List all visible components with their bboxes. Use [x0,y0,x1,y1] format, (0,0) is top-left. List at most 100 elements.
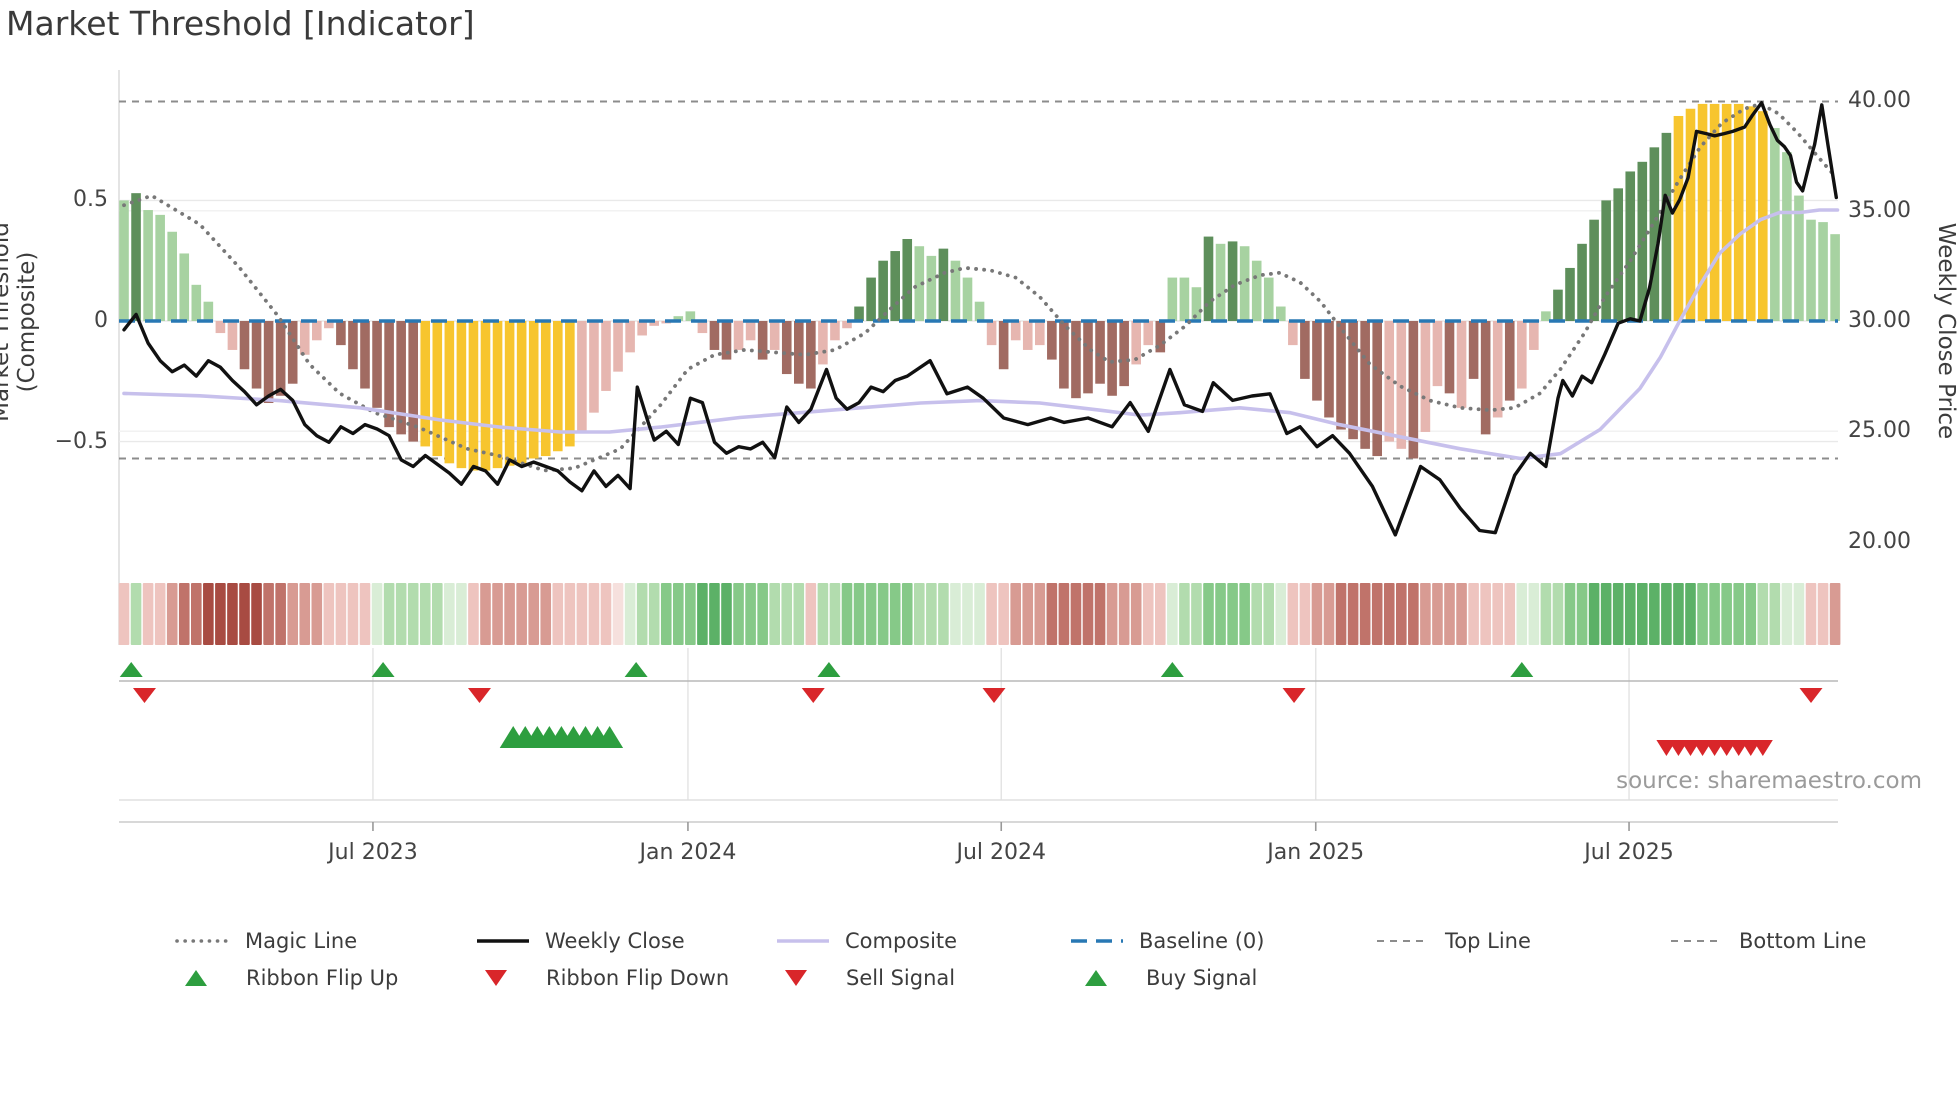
sell-signal-marker [1752,740,1773,756]
composite-line [122,208,1840,461]
composite-bar [1107,321,1117,396]
composite-bar [1565,267,1575,321]
ribbon-flip-down-marker [801,688,825,703]
ribbon-cell [432,583,443,645]
composite-bar [842,321,852,329]
ribbon-cell [371,583,383,645]
ribbon-cell [1733,583,1744,645]
right-axis-tick: 25.00 [1848,418,1911,444]
ribbon-flip-down-marker [1282,688,1306,703]
composite-bar [1444,321,1455,394]
ribbon-cell [1516,583,1528,645]
ribbon-cell [263,583,274,645]
ribbon-cell [323,583,335,645]
composite-bar [950,260,961,321]
composite-bar [191,284,202,321]
composite-bar [709,321,720,350]
buy-signal-marker [596,726,624,748]
ribbon-cell [781,583,793,645]
composite-bar [1577,243,1587,321]
ribbon-cell [648,583,660,645]
magic-line-sample-icon [175,926,231,956]
ribbon-cell [914,583,925,645]
composite-bar [1517,321,1527,389]
ribbon-cell [1383,583,1395,645]
ribbon-cell [1251,583,1262,645]
ribbon-cell [335,583,347,645]
ribbon-cell [1552,583,1564,645]
composite-bar [866,277,876,321]
ribbon-cell [227,583,238,645]
ribbon-cell [1179,583,1190,645]
composite-bar [119,200,129,321]
composite-bar [540,321,551,457]
composite-bar [1167,277,1178,321]
composite-bar [1432,321,1443,387]
composite-bar [480,321,491,471]
ribbon-cell [709,583,720,645]
right-axis-tick: 35.00 [1848,197,1911,223]
composite-bar [1420,321,1431,432]
ribbon-cell [938,583,949,645]
legend-item-sell-signal: Sell Signal [785,963,955,993]
composite-bar [697,321,708,334]
ribbon-cell [130,583,142,645]
ribbon-cell [1167,583,1178,645]
composite-bar [1613,188,1623,321]
ribbon-cell [853,583,865,645]
composite-bar [251,321,262,389]
ribbon-cell [962,583,973,645]
composite-bar [299,321,310,355]
ribbon-cell [1769,583,1781,645]
composite-bar [1589,219,1599,321]
composite-bar [516,321,527,464]
legend-label: Composite [845,929,958,953]
composite-bar [1022,321,1033,350]
signal-markers-layer [119,648,1838,831]
ribbon-cell [1408,583,1419,645]
composite-bar [420,321,431,447]
composite-bar [360,321,370,389]
composite-bar [794,321,804,384]
ribbon-cell [745,583,756,645]
ribbon-cell [395,583,407,645]
buy-signal-triangle-icon [1085,970,1107,986]
legend-label: Weekly Close [545,929,685,953]
composite-bar [1806,219,1816,321]
ribbon-cell [564,583,576,645]
ribbon-cell [636,583,648,645]
ribbon-cell [588,583,600,645]
ribbon-cell [1034,583,1046,645]
composite-bar [408,321,418,442]
ribbon-cell [444,583,455,645]
ribbon-cell [1347,583,1359,645]
ribbon-cell [154,583,166,645]
composite-bar [914,246,925,321]
composite-bar [1191,287,1202,321]
composite-bar [336,321,346,346]
composite-bar [1083,321,1093,394]
composite-bar [312,321,322,341]
composite-bar [1312,321,1322,401]
composite-bar [926,255,937,321]
composite-bar [637,321,647,336]
composite-bar [1408,321,1419,459]
ribbon-cell [1155,583,1166,645]
composite-bar [372,321,382,408]
composite-bar [745,321,756,341]
composite-bar [1047,321,1057,360]
legend-item-baseline: Baseline (0) [1069,926,1264,956]
composite-bar [1709,103,1720,321]
ribbon-cell [877,583,889,645]
composite-bar [1143,321,1154,346]
ribbon-cell [1612,583,1624,645]
composite-bar [167,231,177,321]
left-axis-tick: 0 [94,308,108,333]
composite-bar [1251,260,1262,321]
composite-bar [1263,277,1274,321]
composite-bar [1721,103,1732,321]
composite-bar [818,321,828,365]
composite-bar [757,321,768,360]
composite-bar [1468,321,1479,379]
